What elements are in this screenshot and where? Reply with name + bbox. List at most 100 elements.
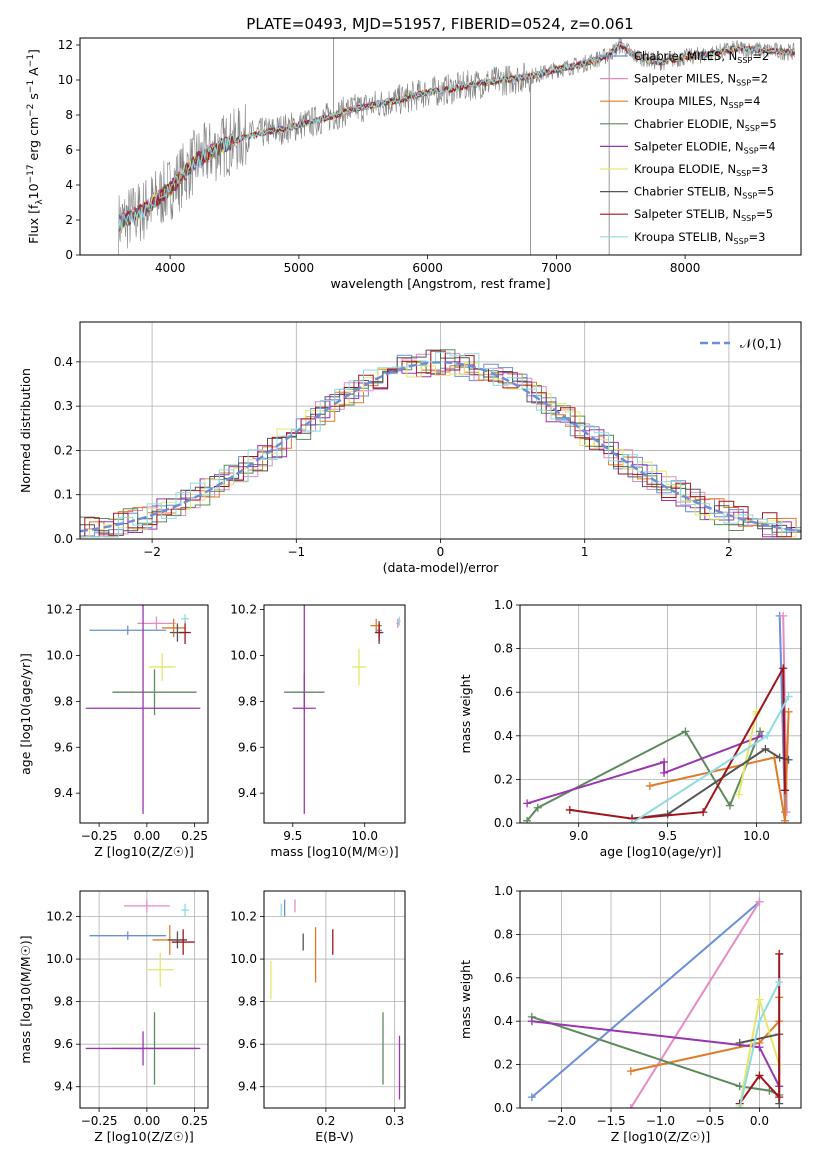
legend-entry-name: Kroupa STELIB, N [634,230,734,244]
x-tick-label: 0.00 [134,1114,161,1128]
weight-marker [779,664,788,673]
y-tick-label: 0.3 [54,399,73,413]
y-tick-label: 10.0 [230,952,257,966]
weight-marker [725,801,734,810]
weight_vs_age-plot-area [523,611,793,823]
y-tick-label: 0.1 [54,488,73,502]
legend-entry-value: =3 [749,230,766,244]
observed-spectrum-line [118,38,795,255]
mass_vs_ebv-panel: 0.2 0.3 9.4 9.6 9.8 10.0 10.2 E(B-V) [230,890,406,1144]
y-tick-label: 0.0 [54,532,73,546]
y-axis-label-part: 10 [26,183,41,199]
y-axis-label: Normed distribution [18,368,33,493]
weight-marker [755,995,764,1004]
mass_vs_Z-plot-area [85,899,201,1085]
y-tick-label: 0.8 [494,642,513,656]
y-tick-label: 9.6 [238,1037,257,1051]
weight-series-line [569,664,786,820]
y-tick-label: 9.8 [238,694,257,708]
histogram-step-line [80,361,801,538]
histogram-step-line [80,362,801,538]
x-tick-label: 5000 [284,261,315,275]
gaussian-reference-curve [80,361,801,533]
legend-entry-name: Chabrier STELIB, N [634,185,742,199]
y-axis-label-part: −17 [26,164,36,183]
x-tick-label: 0.00 [134,829,161,843]
x-tick-label: 0.3 [385,1114,404,1128]
weight-marker [775,949,784,958]
legend-entry-sub: SSP [737,56,752,65]
y-tick-label: 10.2 [46,603,73,617]
x-tick-label: 1 [581,545,589,559]
axes-frame [79,604,209,824]
age_vs_Z-panel: −0.25 0.00 0.25 9.4 9.6 9.8 10.0 10.2 Z [log10(Z… [18,603,209,859]
x-tick-label: 0 [437,545,445,559]
weight-series-line [738,953,781,1105]
legend-entry-sub: SSP [744,146,759,155]
x-tick-label: 9.5 [658,829,677,843]
x-tick-label: 8000 [670,261,701,275]
x-tick-label: 0.25 [181,1114,208,1128]
y-axis-label-part: λ [35,199,45,205]
y-axis-label: mass [log10(M/M☉)] [18,935,33,1063]
weight-marker [779,611,788,620]
y-tick-label: 0.2 [494,772,513,786]
mass_vs_Z-panel: −0.25 0.00 0.25 9.4 9.6 9.8 10.0 10.2 Z [log10(Z… [18,890,209,1144]
weight-marker [565,805,574,814]
y-tick-label: 0.0 [494,816,513,830]
x-tick-label: 0.25 [181,829,208,843]
spectrum-plot-area [118,38,796,255]
y-tick-label: 9.6 [54,1037,73,1051]
legend-entry: Chabrier ELODIE, NSSP=5 [634,117,777,133]
legend-entry-value: =2 [752,49,769,63]
residuals-panel: −2 −1 0 1 2 0.0 0.1 0.2 0.3 0.4 (data-model)/error… [18,321,802,575]
y-tick-label: 9.6 [238,740,257,754]
legend-entry: Kroupa STELIB, NSSP=3 [634,230,765,246]
y-axis-label-part: s [26,93,41,104]
age_vs_mass-plot-area [284,605,401,814]
x-tick-label: −0.5 [695,1114,724,1128]
y-tick-label: 10.0 [46,648,73,662]
residuals-plot-area [80,349,801,538]
y-tick-label: 10.2 [230,603,257,617]
weight-marker [755,1043,764,1052]
legend-entry-sub: SSP [734,237,749,246]
weight-marker [523,816,532,823]
x-tick-label: 2 [725,545,733,559]
y-tick-label: 0.6 [494,971,513,985]
y-tick-label: 10.0 [46,952,73,966]
y-tick-label: 4 [65,178,73,192]
weight-marker [533,803,542,812]
legend-entry-name: Kroupa MILES, N [634,94,729,108]
x-tick-label: 0.2 [316,1114,335,1128]
weight-marker [660,757,669,766]
x-axis-label: wavelength [Angstrom, rest frame] [330,276,550,291]
weight-marker [734,790,743,799]
y-axis-label-part: −1 [26,54,36,67]
x-tick-label: −0.25 [81,1114,118,1128]
weight-marker [756,727,765,736]
legend-entry: 𝒩(0,1) [740,336,782,351]
axes-frame [519,890,802,1109]
legend-entry-value: =5 [757,185,774,199]
weight-series-line [629,901,761,1108]
x-axis-label: mass [log10(M/M☉)] [270,844,398,859]
legend: 𝒩(0,1) [700,336,782,351]
y-axis-label-part: erg cm [26,117,41,165]
legend-entry-value: =4 [759,139,776,153]
legend-entry-name: Salpeter ELODIE, N [634,139,744,153]
x-tick-label: −2 [143,545,161,559]
x-tick-label: −2.0 [547,1114,576,1128]
y-tick-label: 9.4 [238,1080,257,1094]
weight-marker [780,786,789,795]
weight-marker [626,1067,635,1076]
age_vs_mass-panel: 9.5 10.0 9.4 9.6 9.8 10.0 10.2 mass [log10(M/M☉… [230,603,406,859]
legend-entry: Salpeter MILES, NSSP=2 [634,72,768,88]
legend-entry-sub: SSP [729,101,744,110]
weight-marker [775,753,784,762]
legend-entry: Chabrier STELIB, NSSP=5 [634,185,774,201]
y-tick-label: 10 [58,73,73,87]
histogram-step-line [80,349,801,538]
weight_vs_Z-panel: −2.0 −1.5 −1.0 −0.5 0.0 0.0 0.2 0.4 0.6 0.8 1.0 Z [… [458,884,802,1144]
weight-marker [681,727,690,736]
